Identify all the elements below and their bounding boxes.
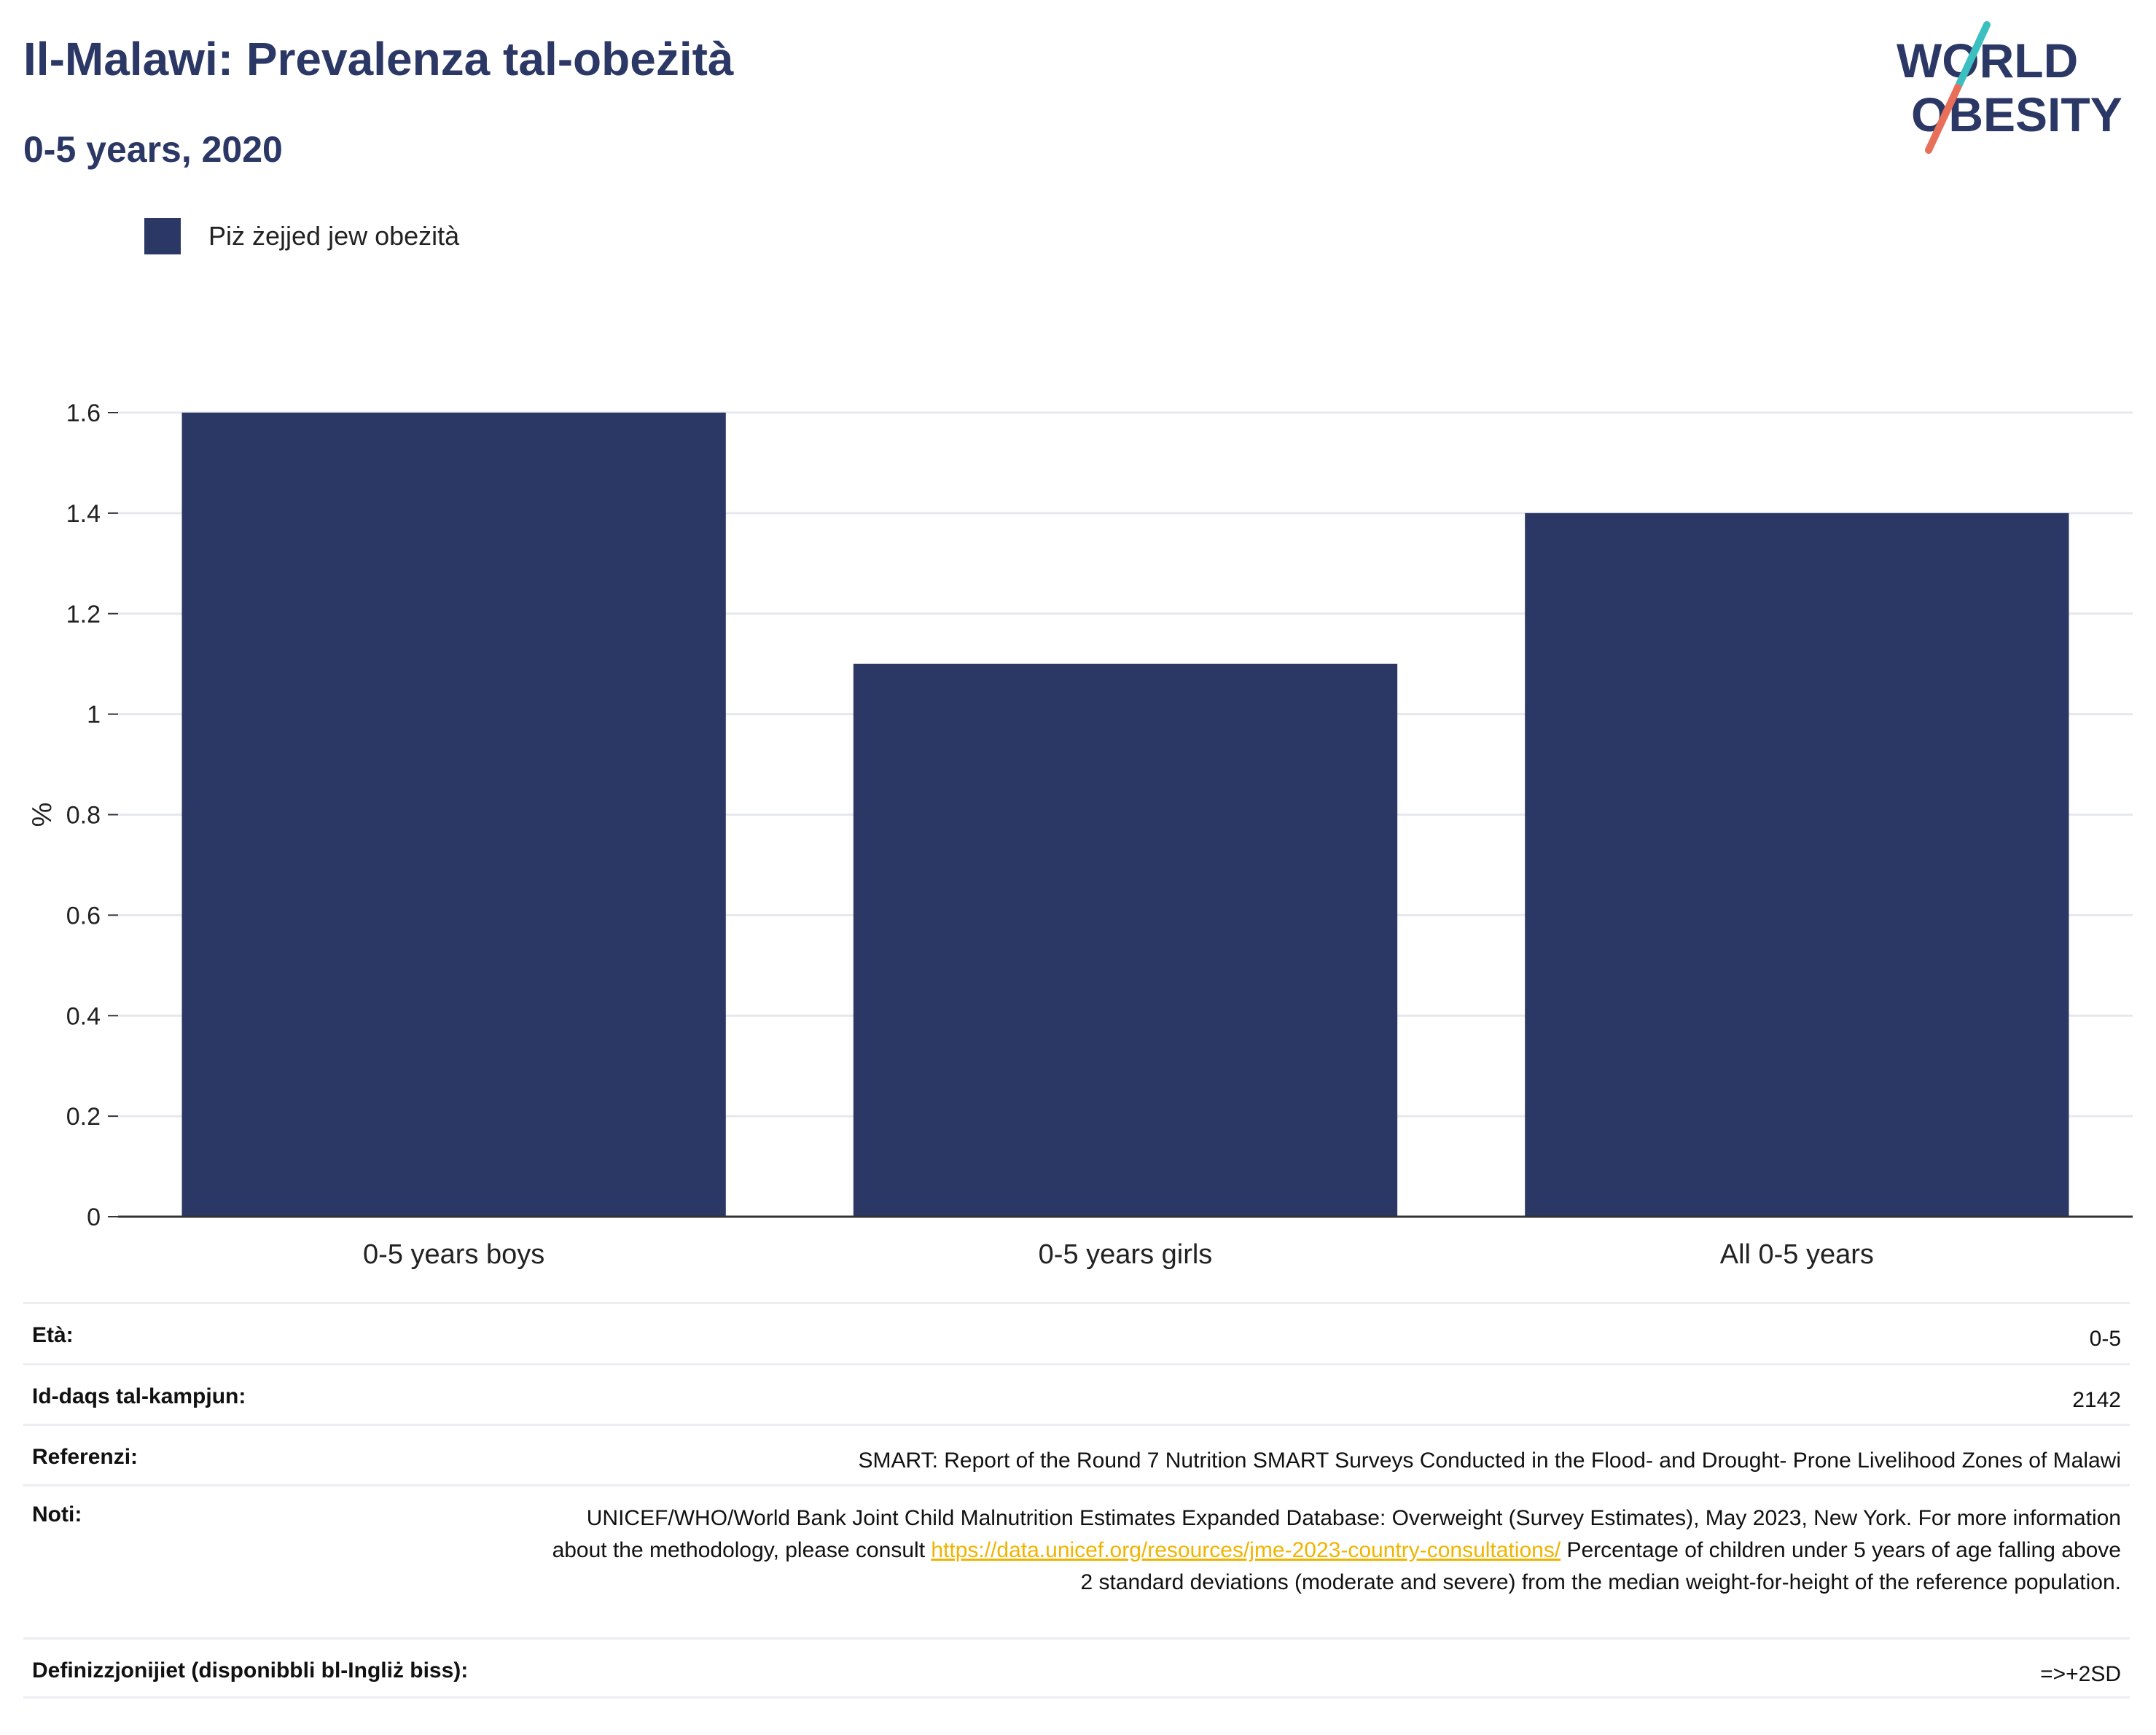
bars bbox=[181, 413, 2069, 1217]
notes-text-after: Percentage of children under 5 years of … bbox=[1080, 1538, 2122, 1594]
info-row-references: Referenzi: SMART: Report of the Round 7 … bbox=[23, 1424, 2130, 1484]
info-label-notes: Noti: bbox=[32, 1502, 82, 1527]
legend-swatch bbox=[144, 218, 181, 254]
chart-subtitle: 0-5 years, 2020 bbox=[23, 129, 283, 170]
info-value-definitions: =>+2SD bbox=[2040, 1662, 2121, 1686]
bar-chart: 0 0.2 0.4 0.6 0.8 1 1.2 1.4 1.6 0-5 years boys 0-5… bbox=[27, 399, 2133, 1270]
y-tick-label: 0 bbox=[87, 1204, 101, 1231]
bar[interactable] bbox=[181, 413, 726, 1217]
y-tick-label: 0.6 bbox=[66, 902, 101, 929]
info-value-notes: UNICEF/WHO/World Bank Joint Child Malnut… bbox=[547, 1502, 2121, 1599]
x-tick-label: 0-5 years girls bbox=[1039, 1239, 1213, 1270]
y-tick-label: 0.4 bbox=[66, 1002, 101, 1030]
logo-text-world: WORLD bbox=[1897, 34, 2078, 87]
y-tick-label: 1 bbox=[87, 701, 101, 729]
info-row-notes: Noti: UNICEF/WHO/World Bank Joint Child … bbox=[23, 1484, 2130, 1637]
bar[interactable] bbox=[1525, 512, 2069, 1217]
info-value-sample-size: 2142 bbox=[2072, 1388, 2121, 1412]
notes-text-before: UNICEF/WHO/World Bank Joint Child Malnut… bbox=[552, 1506, 2121, 1562]
info-label-references: Referenzi: bbox=[32, 1445, 138, 1469]
legend[interactable]: Piż żejjed jew obeżità bbox=[144, 217, 459, 255]
y-axis-label: % bbox=[27, 803, 58, 827]
x-tick-label: All 0-5 years bbox=[1720, 1239, 1874, 1270]
y-tick-label: 1.6 bbox=[66, 399, 101, 427]
y-tick-label: 0.8 bbox=[66, 802, 101, 830]
methodology-link[interactable]: https://data.unicef.org/resources/jme-20… bbox=[931, 1538, 1561, 1562]
info-label-sample-size: Id-daqs tal-kampjun: bbox=[32, 1384, 246, 1408]
info-row-age: Età: 0-5 bbox=[23, 1302, 2130, 1363]
logo-slash-top-icon bbox=[1954, 21, 1991, 91]
y-tick-label: 0.2 bbox=[66, 1103, 101, 1131]
y-tick-label: 1.4 bbox=[66, 500, 101, 528]
axes: 0 0.2 0.4 0.6 0.8 1 1.2 1.4 1.6 0-5 years boys 0-5… bbox=[27, 399, 2133, 1270]
info-label-age: Età: bbox=[32, 1323, 74, 1347]
info-row-definitions: Definizzjonijiet (disponibbli bl-Ingliż … bbox=[23, 1637, 2130, 1699]
info-label-definitions: Definizzjonijiet (disponibbli bl-Ingliż … bbox=[32, 1658, 469, 1683]
legend-label: Piż żejjed jew obeżità bbox=[208, 221, 460, 251]
y-tick-label: 1.2 bbox=[66, 601, 101, 628]
info-value-references: SMART: Report of the Round 7 Nutrition S… bbox=[858, 1449, 2121, 1473]
info-value-age: 0-5 bbox=[2089, 1327, 2121, 1351]
x-tick-label: 0-5 years boys bbox=[363, 1239, 544, 1270]
chart-title: Il-Malawi: Prevalenza tal-obeżità bbox=[23, 33, 734, 85]
info-row-sample-size: Id-daqs tal-kampjun: 2142 bbox=[23, 1363, 2130, 1424]
info-table: Età: 0-5 Id-daqs tal-kampjun: 2142 Refer… bbox=[23, 1302, 2130, 1699]
world-obesity-logo[interactable]: WORLD OBESITY bbox=[1895, 20, 2143, 159]
logo-slash-bottom-icon bbox=[1925, 84, 1961, 154]
bar[interactable] bbox=[853, 663, 1398, 1217]
